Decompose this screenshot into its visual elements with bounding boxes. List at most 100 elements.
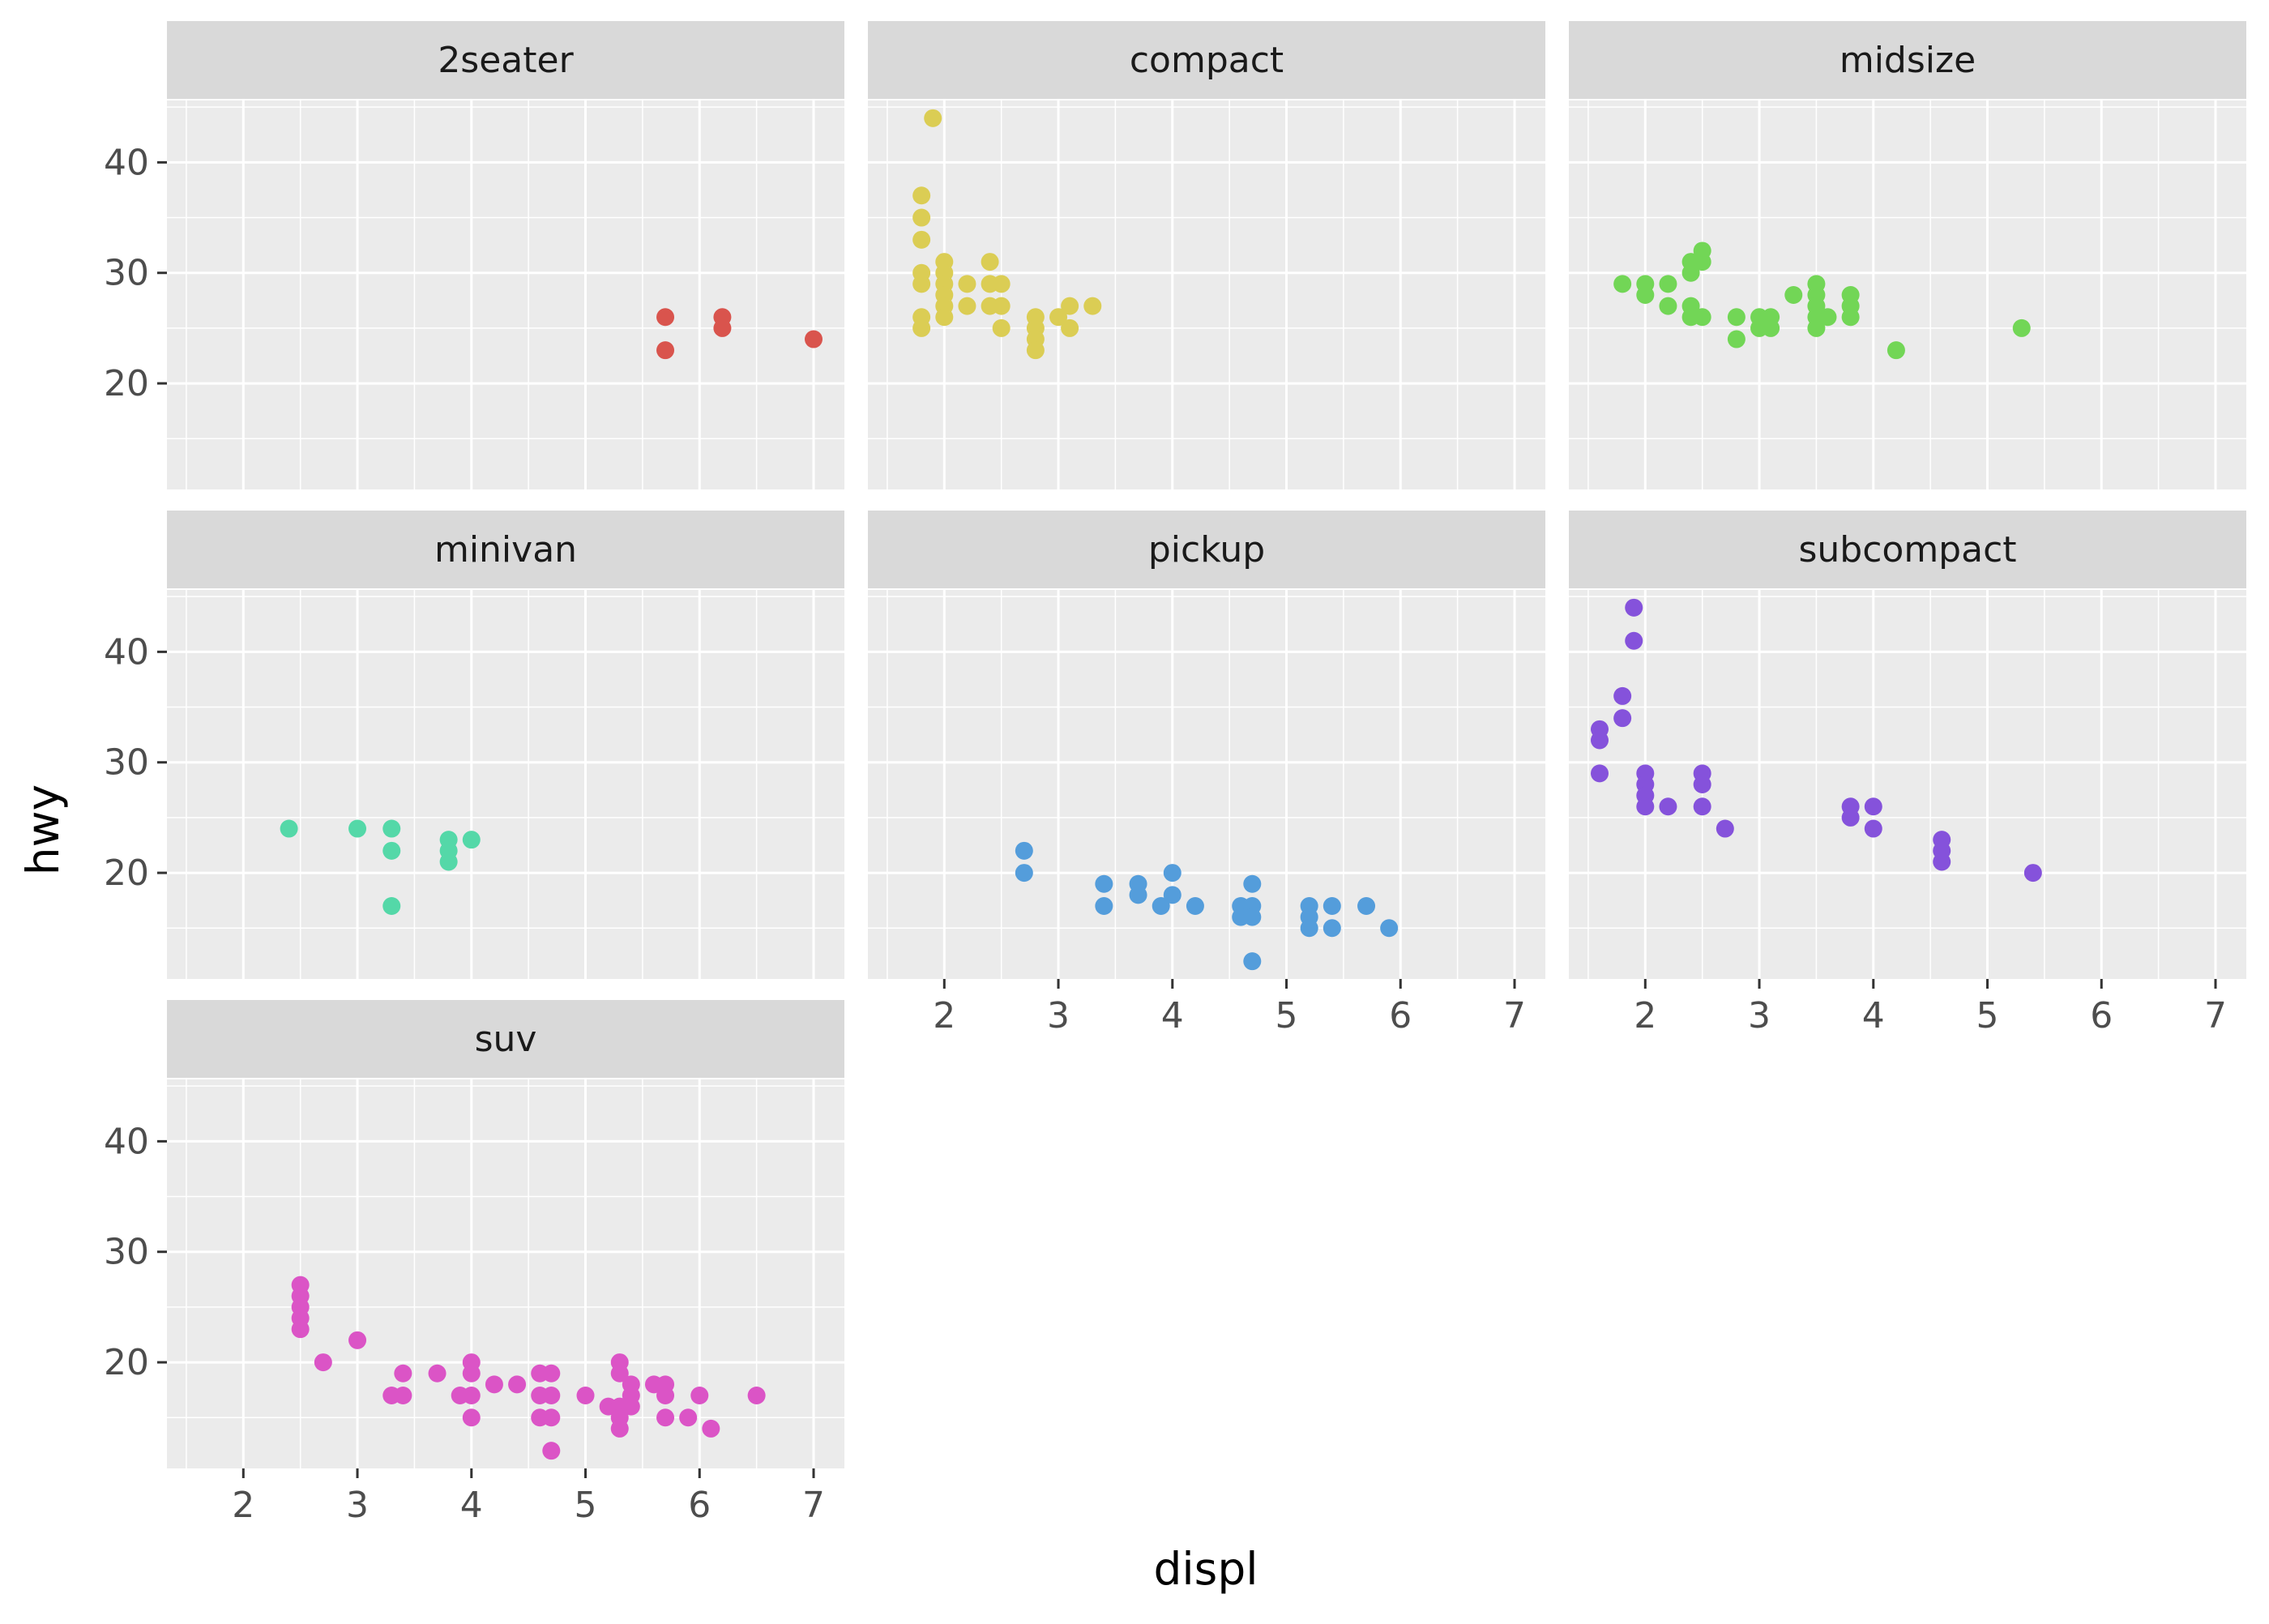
panel-background [1569, 100, 2246, 489]
data-point [992, 297, 1011, 315]
panel-suv: suv 20 30 40 2 3 4 5 6 7 [104, 1000, 844, 1526]
data-point [1591, 731, 1609, 750]
data-point [1693, 308, 1711, 327]
data-point [1083, 297, 1102, 315]
x-tick-label: 4 [1161, 995, 1184, 1036]
panel-2seater: 2seater 20 30 40 [104, 21, 844, 489]
facet-strip [167, 21, 844, 99]
data-point [462, 831, 481, 849]
facet-strip [1569, 21, 2246, 99]
data-point [1095, 874, 1113, 893]
panel-background [167, 590, 844, 979]
x-tick-label: 7 [1503, 995, 1526, 1036]
data-point [912, 318, 931, 337]
data-point [314, 1353, 332, 1372]
data-point [1243, 952, 1262, 971]
data-point [747, 1387, 766, 1404]
data-point [981, 253, 999, 271]
data-point [485, 1375, 503, 1394]
facet-label: 2seater [438, 40, 574, 81]
data-point [912, 275, 931, 293]
data-point [462, 1364, 481, 1383]
data-point [992, 318, 1011, 337]
data-point [713, 318, 732, 337]
data-point [1163, 864, 1182, 883]
data-point [1887, 341, 1905, 360]
data-point [1625, 598, 1643, 617]
data-point [1357, 897, 1376, 915]
data-point [622, 1397, 640, 1416]
data-point [1636, 797, 1655, 816]
data-point [1762, 318, 1780, 337]
data-point [508, 1375, 527, 1394]
panel-background [167, 100, 844, 489]
y-tick-label: 30 [104, 742, 149, 784]
data-point [1129, 886, 1147, 904]
data-point [1015, 864, 1033, 883]
data-point [1659, 797, 1677, 816]
data-point [1864, 797, 1882, 816]
data-point [656, 341, 675, 360]
y-axis-title: hwy [17, 784, 69, 875]
data-point [1625, 631, 1643, 650]
data-point [924, 109, 942, 127]
facet-strip [167, 1000, 844, 1078]
data-point [2012, 318, 2031, 337]
data-point [1818, 308, 1837, 327]
panel-background [1569, 590, 2246, 979]
y-tick-label: 20 [104, 853, 149, 894]
panel-subcompact: subcompact 2 3 4 5 6 7 [1569, 511, 2246, 1036]
data-point [1693, 253, 1711, 271]
data-point [1659, 275, 1677, 293]
x-tick-label: 6 [688, 1485, 711, 1526]
x-tick-label: 2 [933, 995, 955, 1036]
x-tick-label: 5 [575, 1485, 597, 1526]
panel-midsize: midsize [1569, 21, 2246, 489]
data-point [1163, 886, 1182, 904]
data-point [462, 1387, 481, 1404]
data-point [542, 1387, 561, 1404]
data-point [1015, 841, 1033, 860]
data-point [576, 1387, 595, 1404]
data-point [912, 208, 931, 227]
data-point [1613, 275, 1632, 293]
data-point [912, 186, 931, 205]
data-point [1933, 853, 1951, 871]
data-point [1659, 297, 1677, 315]
data-point [428, 1364, 447, 1383]
data-point [542, 1408, 561, 1427]
facet-label: pickup [1148, 529, 1265, 571]
facet-strip [167, 511, 844, 588]
data-point [1186, 897, 1204, 915]
y-tick-label: 40 [104, 1121, 149, 1162]
data-point [1300, 919, 1318, 938]
data-point [610, 1419, 629, 1438]
facet-label: minivan [434, 529, 577, 571]
x-tick-label: 5 [1276, 995, 1298, 1036]
data-point [1591, 764, 1609, 783]
data-point [1243, 908, 1262, 926]
data-point [656, 308, 675, 327]
data-point [805, 330, 823, 348]
data-point [439, 853, 458, 871]
data-point [394, 1387, 412, 1404]
panel-minivan: minivan 20 30 40 [104, 511, 844, 979]
data-point [394, 1364, 412, 1383]
facet-label: midsize [1840, 40, 1976, 81]
panel-background [167, 1079, 844, 1468]
y-tick-label: 30 [104, 1232, 149, 1273]
x-axis-title: displ [1153, 1543, 1258, 1595]
data-point [1095, 897, 1113, 915]
x-tick-label: 2 [1634, 995, 1656, 1036]
data-point [610, 1364, 629, 1383]
data-point [656, 1408, 675, 1427]
x-tick-label: 7 [2204, 995, 2227, 1036]
data-point [348, 1331, 367, 1349]
data-point [1380, 919, 1399, 938]
data-point [1681, 263, 1700, 282]
data-point [912, 230, 931, 249]
x-tick-label: 5 [1976, 995, 1999, 1036]
data-point [1026, 341, 1045, 360]
panels-layer: 2seater 20 30 40 compact midsize minivan 20 30 40… [104, 21, 2246, 1526]
